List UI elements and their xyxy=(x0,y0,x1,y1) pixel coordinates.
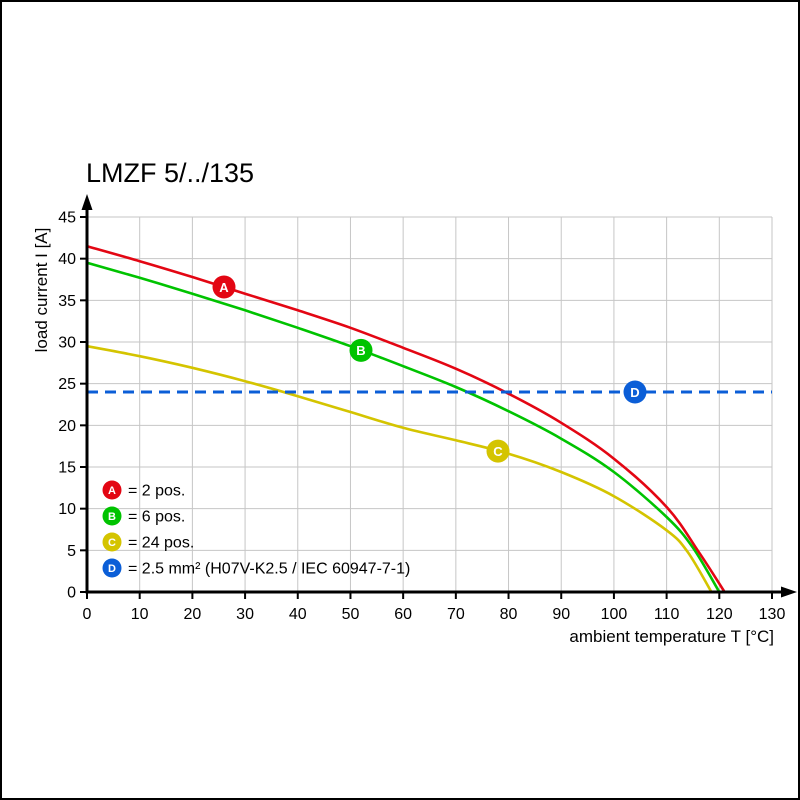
x-axis-arrow-icon xyxy=(781,586,797,598)
legend-item-a: A = 2 pos. xyxy=(102,480,185,500)
x-axis-label: ambient temperature T [°C] xyxy=(569,627,774,646)
legend-label: = 6 pos. xyxy=(128,509,185,526)
marker-circle xyxy=(212,275,236,299)
marker-letter: D xyxy=(630,385,639,400)
curve-b xyxy=(86,261,721,593)
legend-letter: A xyxy=(108,485,116,497)
tick-labels: 0 10 20 30 40 50 60 70 80 90 100 110 120 130 0 5 10 15 20 2… xyxy=(58,210,785,624)
y-tick-label: 0 xyxy=(67,585,76,602)
marker-c: C xyxy=(486,439,510,463)
legend-letter: D xyxy=(108,563,116,575)
marker-d: D xyxy=(623,380,647,404)
x-tick-label: 10 xyxy=(131,606,149,623)
y-tick-label: 10 xyxy=(58,501,76,518)
y-tick-label: 20 xyxy=(58,418,76,435)
legend-swatch xyxy=(102,558,122,578)
legend-swatch xyxy=(102,532,122,552)
y-tick-label: 35 xyxy=(58,293,76,310)
marker-letter: B xyxy=(356,343,365,358)
x-tick-label: 90 xyxy=(552,606,570,623)
x-tick-label: 0 xyxy=(83,606,92,623)
marker-b: B xyxy=(349,338,373,362)
chart-title: LMZF 5/../135 xyxy=(86,158,255,188)
x-tick-label: 100 xyxy=(601,606,628,623)
x-tick-label: 30 xyxy=(236,606,254,623)
x-tick-label: 130 xyxy=(759,606,786,623)
marker-letter: C xyxy=(493,444,503,459)
marker-letter: A xyxy=(219,280,229,295)
legend-swatch xyxy=(102,506,122,526)
curve-c xyxy=(86,344,713,593)
curve-a xyxy=(86,244,726,593)
marker-circle xyxy=(349,338,373,362)
legend-swatch xyxy=(102,480,122,500)
x-tick-label: 80 xyxy=(500,606,518,623)
legend: A = 2 pos. B = 6 pos. C = 24 pos. D = 2.5 mm² (… xyxy=(102,480,410,578)
x-tick-label: 20 xyxy=(183,606,201,623)
y-tick-label: 5 xyxy=(67,543,76,560)
y-tick-label: 25 xyxy=(58,376,76,393)
x-tick-label: 120 xyxy=(706,606,733,623)
legend-item-c: C = 24 pos. xyxy=(102,532,194,552)
y-axis-label: load current I [A] xyxy=(32,228,51,353)
marker-a: A xyxy=(212,275,236,299)
curves xyxy=(86,244,772,593)
legend-label: = 2 pos. xyxy=(128,483,185,500)
legend-item-d: D = 2.5 mm² (H07V-K2.5 / IEC 60947-7-1) xyxy=(102,558,410,578)
y-tick-label: 30 xyxy=(58,335,76,352)
axes xyxy=(80,194,797,599)
y-axis-arrow-icon xyxy=(81,194,93,210)
x-tick-label: 50 xyxy=(342,606,360,623)
legend-item-b: B = 6 pos. xyxy=(102,506,185,526)
marker-circle xyxy=(486,439,510,463)
y-tick-label: 15 xyxy=(58,460,76,477)
x-tick-label: 60 xyxy=(394,606,412,623)
x-tick-label: 70 xyxy=(447,606,465,623)
x-tick-label: 110 xyxy=(654,606,680,623)
marker-circle xyxy=(623,380,647,404)
legend-label: = 24 pos. xyxy=(128,535,194,552)
legend-letter: B xyxy=(108,511,116,523)
y-tick-label: 45 xyxy=(58,210,76,227)
y-tick-label: 40 xyxy=(58,251,76,268)
legend-letter: C xyxy=(108,537,116,549)
curve-markers: A B C D xyxy=(212,275,647,463)
legend-label: = 2.5 mm² (H07V-K2.5 / IEC 60947-7-1) xyxy=(128,561,410,578)
x-tick-label: 40 xyxy=(289,606,307,623)
